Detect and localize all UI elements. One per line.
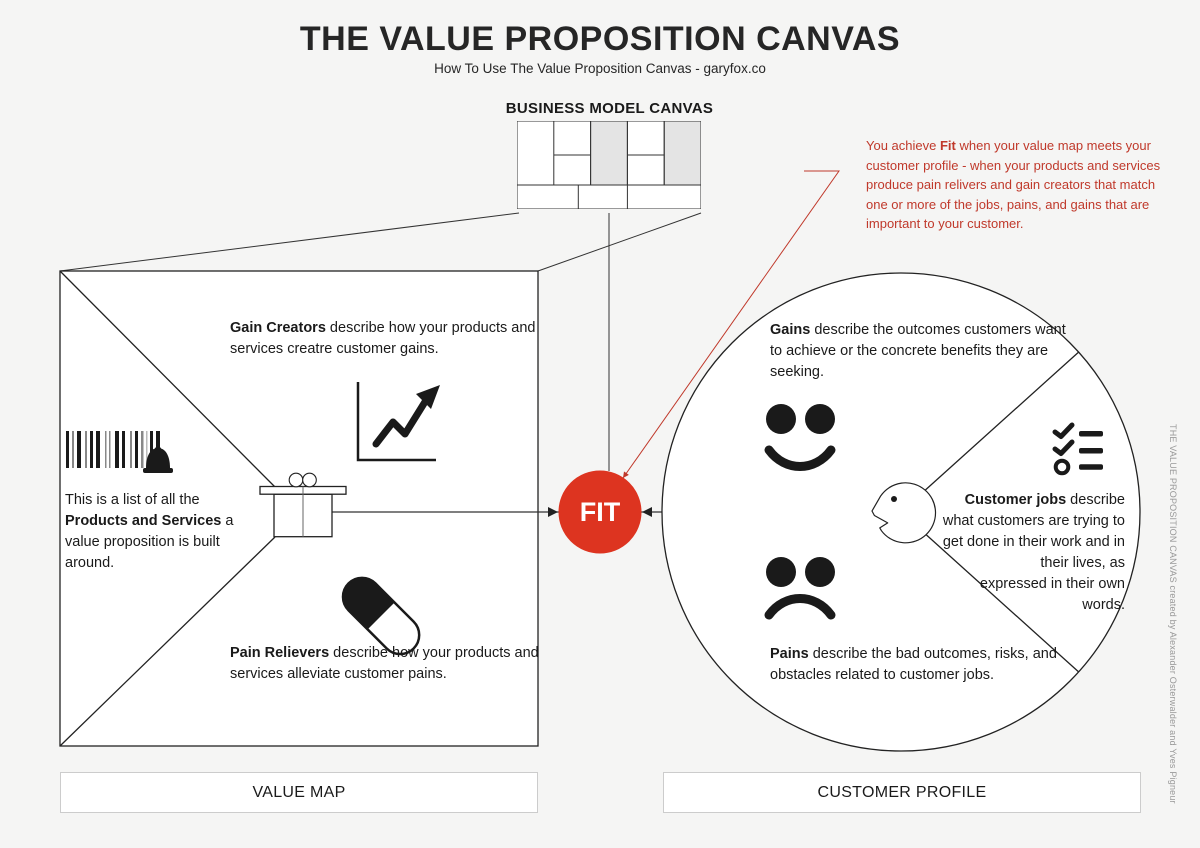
svg-text:FIT: FIT [580, 497, 621, 527]
